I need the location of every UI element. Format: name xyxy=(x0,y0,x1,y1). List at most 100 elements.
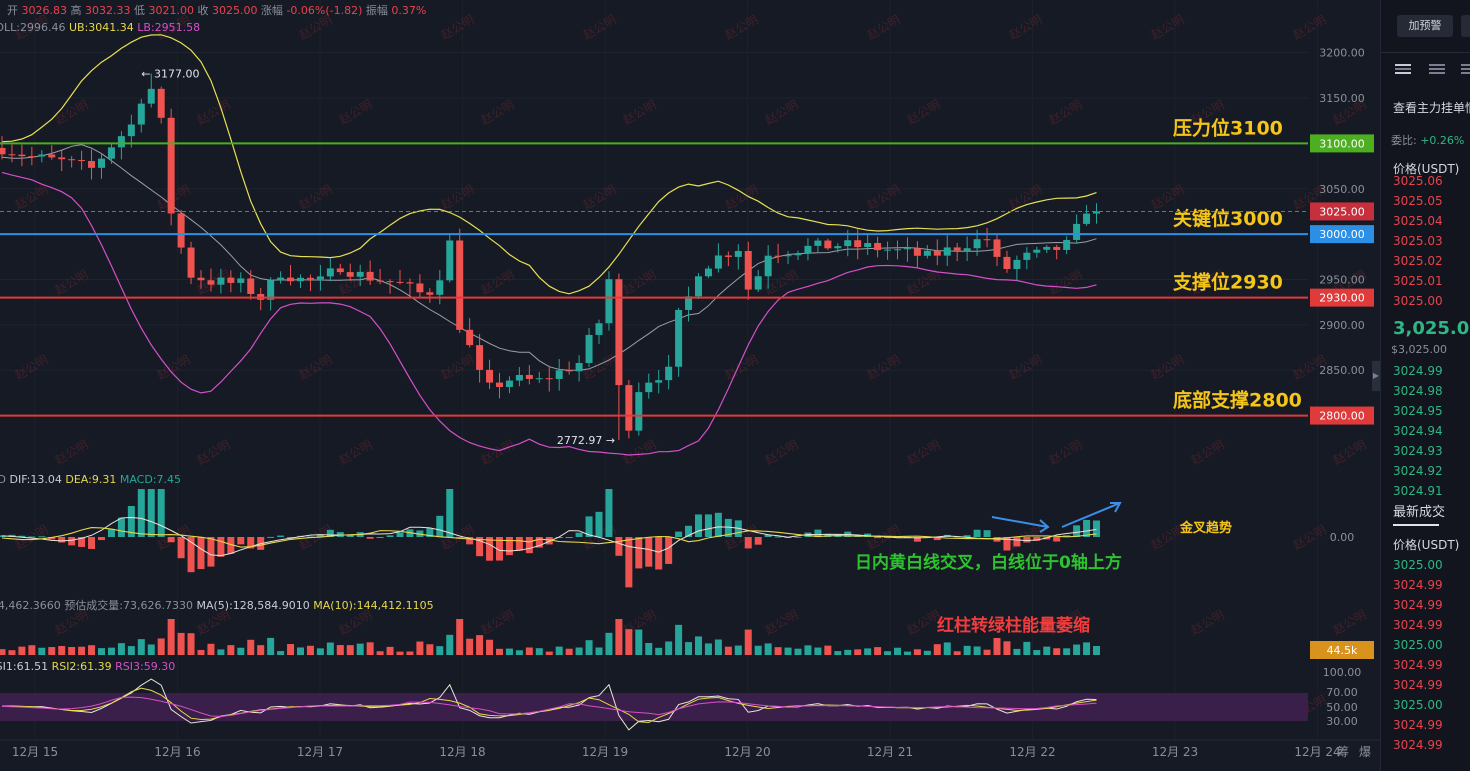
book-both-icon[interactable] xyxy=(1395,62,1411,76)
trades-price[interactable]: 3024.99 xyxy=(1393,738,1443,752)
bids-price[interactable]: 3024.94 xyxy=(1393,424,1443,438)
asks-price[interactable]: 3025.06 xyxy=(1393,174,1443,188)
volume-bar xyxy=(953,651,961,655)
macd-dif-line xyxy=(1,516,1097,557)
volume-bar xyxy=(704,643,712,655)
candle-body xyxy=(1033,249,1041,253)
candle-body xyxy=(1053,246,1061,250)
watermark-text: 赵公明 xyxy=(1189,607,1227,637)
macd-bar xyxy=(585,516,593,537)
candle-body xyxy=(764,255,772,277)
collapse-panel-arrow-icon[interactable]: ▶ xyxy=(1372,361,1380,391)
candle-body xyxy=(794,253,802,256)
book-asks-icon[interactable] xyxy=(1461,62,1470,76)
add-alert-button[interactable]: 加预警 xyxy=(1397,15,1453,37)
macd-bar xyxy=(48,537,56,540)
candle-body xyxy=(585,334,593,363)
watch-title[interactable]: 查看主力挂单情 xyxy=(1393,101,1470,115)
price-chart[interactable]: 赵公明 赵公明 赵公明 赵公明 赵公明 赵公明 赵公明 赵公明 赵公明 赵公明赵公明 赵公明 赵公明赵… xyxy=(0,0,1380,771)
bids-price[interactable]: 3024.91 xyxy=(1393,484,1443,498)
candle-body xyxy=(1003,256,1011,269)
bids-price[interactable]: 3024.99 xyxy=(1393,364,1443,378)
candle-body xyxy=(8,154,16,156)
volume-bar xyxy=(655,647,663,655)
candle-body xyxy=(68,159,76,161)
book-bids-icon[interactable] xyxy=(1429,62,1445,76)
macd-bar xyxy=(267,536,275,538)
x-tick-label: 12月 18 xyxy=(439,745,485,759)
candle-body xyxy=(625,385,633,431)
boll-upper-line xyxy=(1,34,1097,295)
watermark-text: 赵公明 xyxy=(53,267,91,297)
x-tick-label: 12月 15 xyxy=(12,745,58,759)
volume-bar xyxy=(545,651,553,655)
candle-body xyxy=(18,154,26,157)
trades-price[interactable]: 3024.99 xyxy=(1393,598,1443,612)
candle-body xyxy=(525,374,533,379)
y-tick-label: 3050.00 xyxy=(1319,183,1365,196)
bids-price[interactable]: 3024.95 xyxy=(1393,404,1443,418)
volume-bar xyxy=(1013,648,1021,655)
low-annotation: 2772.97 → xyxy=(557,434,615,447)
volume-bar xyxy=(247,639,255,655)
candle-body xyxy=(774,255,782,257)
asks-price[interactable]: 3025.03 xyxy=(1393,234,1443,248)
candle-body xyxy=(1063,239,1071,250)
ohlc-header-part: 低 xyxy=(134,4,149,17)
watermark-text: 赵公明 xyxy=(479,607,517,637)
volume-bar xyxy=(645,642,653,655)
candle-body xyxy=(306,277,314,280)
macd-bar xyxy=(38,536,46,538)
candle-body xyxy=(406,282,414,284)
macd-bar xyxy=(595,511,603,537)
trades-price[interactable]: 3024.99 xyxy=(1393,618,1443,632)
volume-panel: 44.5k 红柱转绿柱能量萎缩 xyxy=(0,615,1374,659)
macd-bar xyxy=(1003,537,1011,551)
volume-bar xyxy=(446,634,454,655)
bids-price[interactable]: 3024.93 xyxy=(1393,444,1443,458)
volume-bar xyxy=(625,629,633,655)
candle-body xyxy=(267,280,275,300)
candle-body xyxy=(555,370,563,379)
trades-price[interactable]: 3025.00 xyxy=(1393,638,1443,652)
trades-price-header: 价格(USDT) xyxy=(1393,538,1460,552)
candle-body xyxy=(277,277,285,281)
volume-bar xyxy=(227,645,235,655)
asks-price[interactable]: 3025.01 xyxy=(1393,274,1443,288)
candle-body xyxy=(595,323,603,335)
asks-price[interactable]: 3025.00 xyxy=(1393,294,1443,308)
trades-price[interactable]: 3025.00 xyxy=(1393,698,1443,712)
volume-bar xyxy=(356,643,364,655)
volume-bar xyxy=(575,647,583,655)
asks-price[interactable]: 3025.05 xyxy=(1393,194,1443,208)
watermark-text: 赵公明 xyxy=(1331,607,1369,637)
candle-body xyxy=(1043,246,1051,250)
trades-price[interactable]: 3024.99 xyxy=(1393,718,1443,732)
rsi-header-part: RSI1:61.51 xyxy=(0,660,52,673)
macd-bar xyxy=(496,537,503,561)
bids-price[interactable]: 3024.98 xyxy=(1393,384,1443,398)
macd-bar xyxy=(277,535,285,537)
more-button[interactable] xyxy=(1461,15,1470,37)
watermark-text: 赵公明 xyxy=(1149,12,1187,42)
bids-price[interactable]: 3024.92 xyxy=(1393,464,1443,478)
macd-bar xyxy=(287,537,295,538)
trades-price[interactable]: 3024.99 xyxy=(1393,678,1443,692)
trades-price[interactable]: 3025.00 xyxy=(1393,558,1443,572)
candle-body xyxy=(575,362,583,372)
macd-bar xyxy=(396,532,404,537)
macd-bar xyxy=(535,537,543,548)
candle-body xyxy=(217,277,225,285)
trades-price[interactable]: 3024.99 xyxy=(1393,658,1443,672)
y-tick-label: 2900.00 xyxy=(1319,319,1365,332)
trades-price[interactable]: 3024.99 xyxy=(1393,578,1443,592)
asks-price[interactable]: 3025.02 xyxy=(1393,254,1443,268)
macd-header-part: MACD:7.45 xyxy=(120,473,181,486)
volume-bar xyxy=(287,644,295,655)
watermark-text: 赵公明 xyxy=(723,182,761,212)
macd-bar xyxy=(635,537,643,569)
watermark-text: 赵公明 xyxy=(479,267,517,297)
volume-bar xyxy=(864,648,872,655)
asks-price[interactable]: 3025.04 xyxy=(1393,214,1443,228)
trades-tab[interactable]: 最新成交 xyxy=(1393,505,1446,520)
